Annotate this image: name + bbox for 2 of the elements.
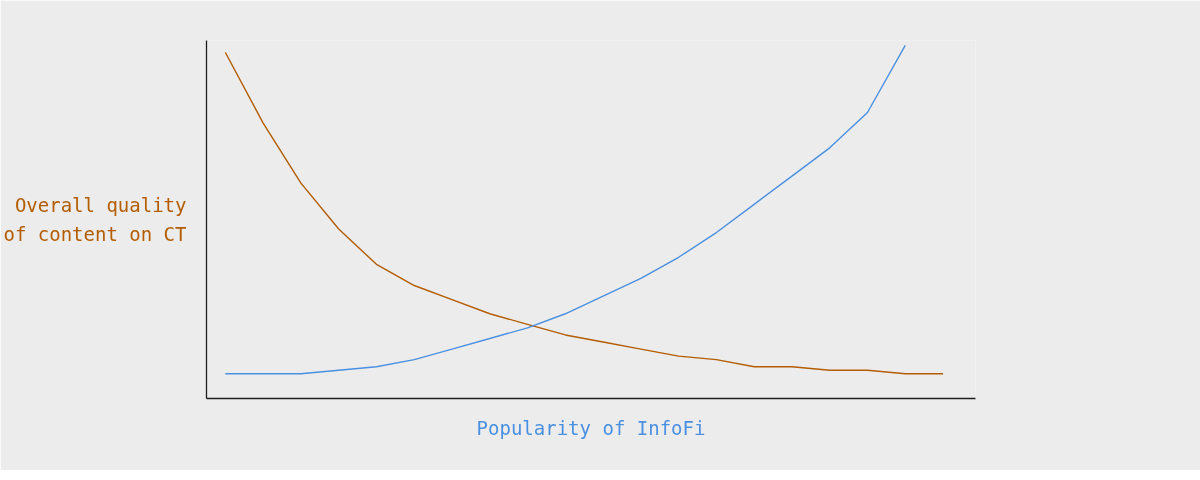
x-axis-title: Popularity of InfoFi (476, 416, 706, 439)
y-axis-title: Overall quality of content on CT (3, 193, 187, 246)
